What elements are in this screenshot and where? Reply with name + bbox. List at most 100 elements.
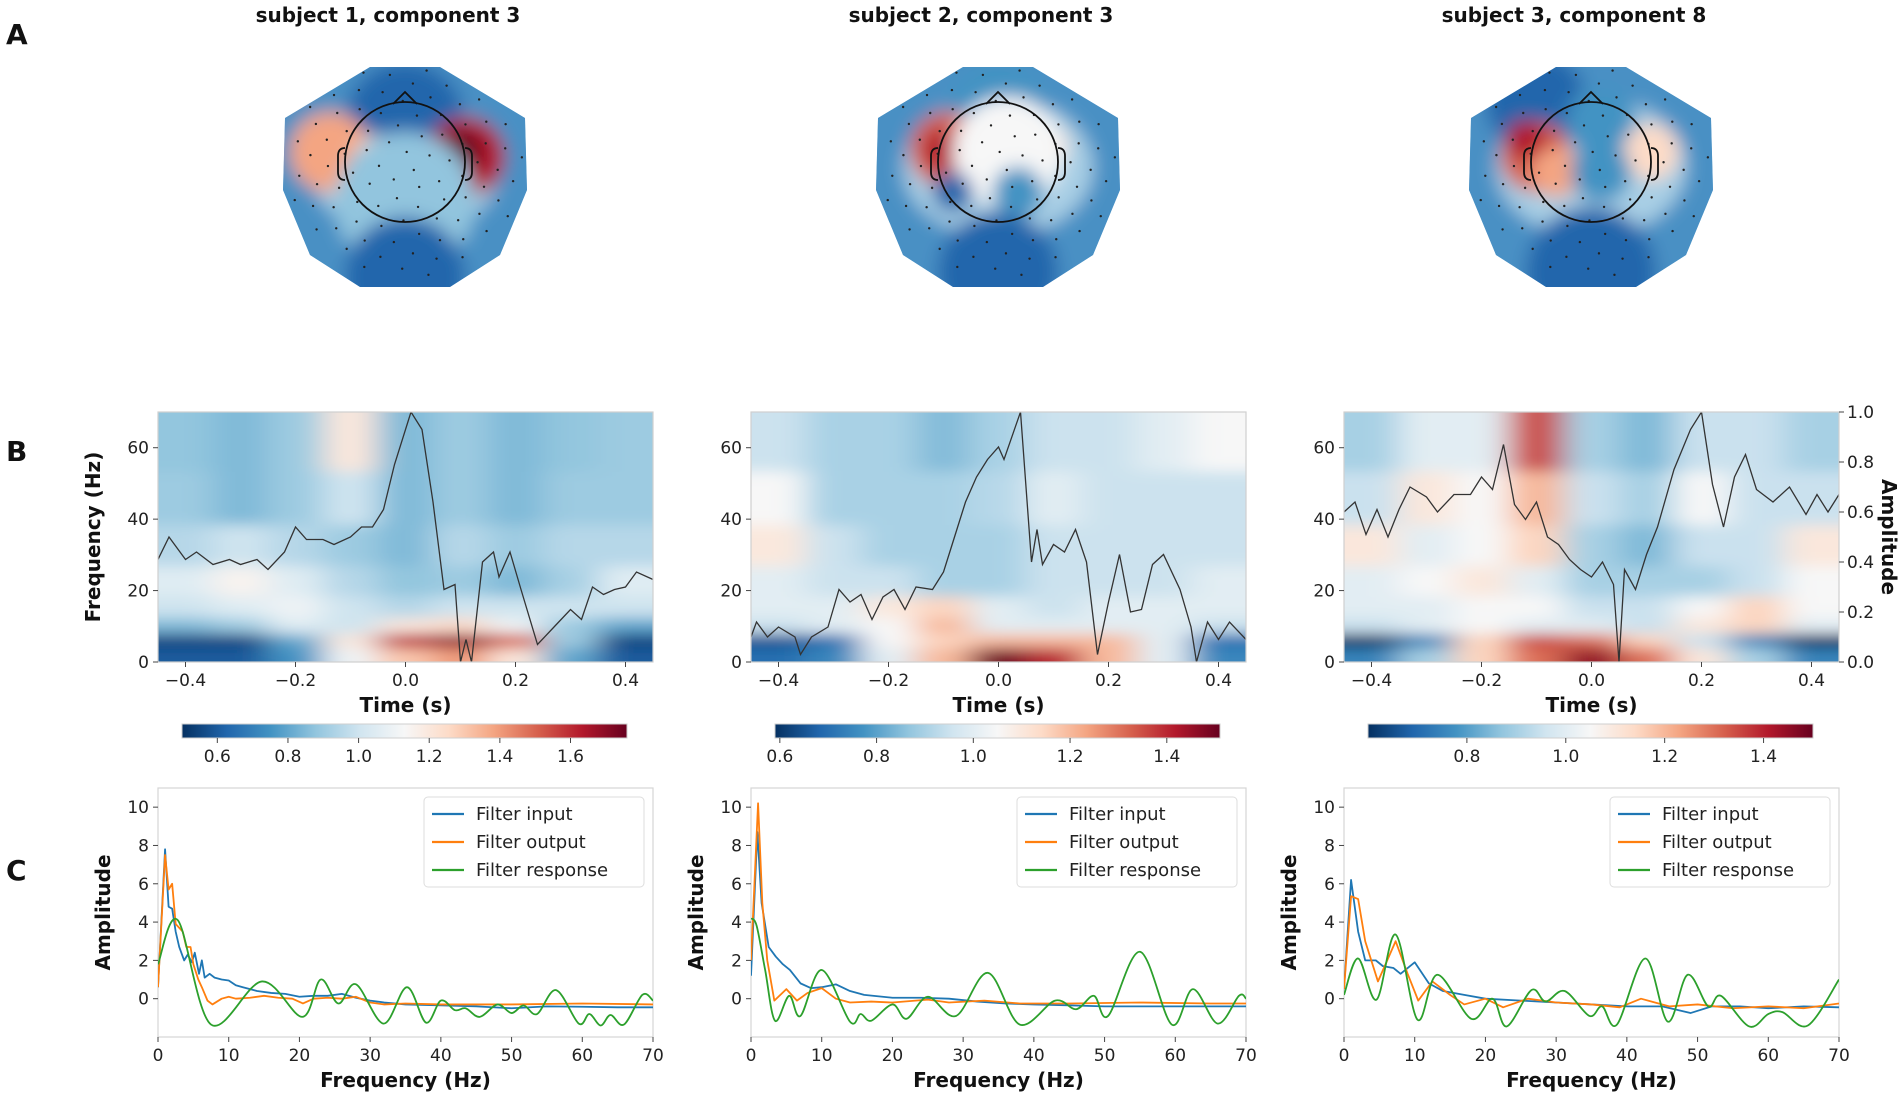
- heatmap-cell: [751, 565, 807, 597]
- sensor-dot: [1690, 147, 1693, 150]
- y-tick-label: 60: [127, 439, 149, 459]
- heatmap-cell: [323, 647, 379, 662]
- heatmap-cell: [1784, 412, 1839, 472]
- x-axis-label: Time (s): [952, 693, 1044, 717]
- heatmap-cell: [1674, 647, 1730, 662]
- heatmap-cell: [1564, 647, 1620, 662]
- sensor-dot: [357, 88, 361, 92]
- head-outline: [937, 101, 1059, 223]
- heatmap-cell: [213, 595, 269, 618]
- sensor-dot: [1484, 174, 1487, 178]
- tfr-plot-2: −0.4 −0.2 0.0 0.2 0.4 0 20 40 60 Time (s) 0.6 0.8 1.…: [720, 411, 1247, 767]
- sensor-dot: [296, 140, 300, 143]
- sensor-dot: [1531, 247, 1534, 251]
- topomap-blob: [1506, 120, 1546, 160]
- sensor-dot: [511, 179, 515, 183]
- heatmap-cell: [1674, 617, 1730, 634]
- heatmap-cell: [1509, 647, 1565, 662]
- y-tick-label: 40: [720, 510, 742, 530]
- sensor-dot: [902, 153, 905, 157]
- heatmap-cell: [1081, 617, 1137, 634]
- sensor-dot: [985, 240, 989, 244]
- right-ear-icon: [1650, 147, 1659, 181]
- heatmap-cell: [1509, 470, 1565, 525]
- sensor-dot: [337, 186, 341, 190]
- heatmap-cell: [1784, 595, 1839, 618]
- sensor-dot: [1482, 140, 1486, 143]
- sensor-dot: [974, 90, 977, 94]
- sensor-dot: [1634, 159, 1637, 162]
- sensor-dot: [335, 227, 338, 230]
- sensor-dot: [388, 73, 392, 77]
- heatmap-cell: [1191, 412, 1246, 472]
- heatmap-cell: [213, 412, 269, 472]
- sensor-dot: [1692, 214, 1695, 218]
- legend-box: [1609, 796, 1831, 888]
- x-tick-label: 10: [1404, 1046, 1426, 1066]
- sensor-dot: [1054, 256, 1057, 259]
- sensor-dot: [959, 129, 963, 133]
- heatmap-cell: [1564, 565, 1620, 597]
- sensor-dot: [351, 171, 355, 174]
- sensor-dot: [418, 185, 421, 189]
- sensor-dot: [1706, 156, 1710, 159]
- heatmap-cell: [158, 647, 214, 662]
- heatmap-cell: [861, 470, 917, 525]
- heatmap-cell: [1619, 647, 1675, 662]
- panel-label-c: C: [6, 854, 27, 887]
- heatmap-cell: [1344, 595, 1400, 618]
- sensor-dot: [1099, 214, 1102, 218]
- heatmap-cell: [268, 633, 324, 649]
- sensor-dot: [1055, 238, 1058, 241]
- heatmap-cell: [158, 470, 214, 525]
- sensor-dot: [387, 141, 391, 144]
- sensor-dot: [1614, 154, 1617, 157]
- sensor-dot: [1565, 111, 1569, 115]
- sensor-dot: [951, 108, 954, 111]
- heatmap-cell: [1619, 633, 1675, 649]
- heatmap-cell: [1344, 565, 1400, 597]
- sensor-dot: [1070, 98, 1074, 101]
- heatmap-cell: [598, 470, 653, 525]
- y-tick-label: 20: [720, 582, 742, 602]
- sensor-dot: [1518, 93, 1522, 97]
- sensor-dot: [1581, 197, 1585, 200]
- topomap-3: [1469, 67, 1713, 287]
- heatmap-cell: [488, 633, 544, 649]
- sensor-dot: [1078, 229, 1081, 233]
- sensor-dot: [1541, 220, 1544, 223]
- heatmap-cell: [916, 633, 972, 649]
- heatmap-cell: [598, 412, 653, 472]
- sensor-dot: [1537, 171, 1541, 174]
- y-tick-label: 10: [720, 798, 742, 818]
- spectrum-plot-2: 0 10 20 30 40 50 60 70 0 2 4 6 8 10 Frequency (Hz) Ampl…: [684, 787, 1257, 1092]
- y2-tick-label: 0.8: [1847, 453, 1874, 473]
- sensor-dot: [1031, 238, 1035, 242]
- sensor-dot: [442, 198, 446, 201]
- y-tick-label: 40: [1313, 510, 1335, 530]
- sensor-dot: [345, 129, 348, 133]
- series-line-filter-response: [158, 917, 653, 1027]
- heatmap-cell: [543, 617, 599, 634]
- topomap-blob: [923, 130, 963, 170]
- heatmap-cell: [543, 524, 599, 567]
- x-tick-label: −0.2: [1461, 671, 1502, 691]
- heatmap-cell: [268, 617, 324, 634]
- sensor-dot: [994, 267, 997, 270]
- sensor-dot: [1501, 182, 1505, 186]
- y2-tick-label: 0.2: [1847, 603, 1874, 623]
- sensor-dot: [1621, 217, 1625, 220]
- sensor-dot: [1097, 122, 1100, 126]
- heatmap-cell: [806, 633, 862, 649]
- heatmap-cell: [1784, 524, 1839, 567]
- heatmap-cell: [323, 595, 379, 618]
- sensor-dot: [438, 238, 442, 242]
- sensor-dot: [456, 218, 460, 222]
- heatmap-cell: [1619, 524, 1675, 567]
- heatmap-cell: [1026, 470, 1082, 525]
- heatmap-cell: [806, 617, 862, 634]
- sensor-dot: [972, 111, 976, 115]
- heatmap-cell: [1784, 617, 1839, 634]
- sensor-dot: [1670, 142, 1673, 145]
- sensor-dot: [998, 150, 1001, 154]
